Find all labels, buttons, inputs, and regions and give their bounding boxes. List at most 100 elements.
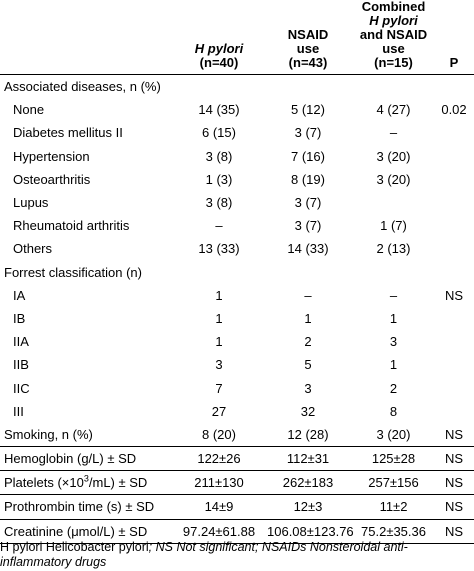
- table-row: IIB 3 5 1: [0, 353, 474, 376]
- cell-p-value: NS: [444, 287, 464, 303]
- cell-value: 27: [211, 403, 227, 419]
- cell-value: 7 (16): [291, 148, 325, 164]
- row-label: Associated diseases, n (%): [4, 79, 161, 95]
- table-row: IIA 1 2 3: [0, 330, 474, 353]
- cell-value: 5: [304, 357, 312, 373]
- cell-value: [353, 261, 434, 284]
- cell-value: 6 (15): [202, 125, 236, 141]
- cell-value: [263, 261, 353, 284]
- cell-value: 14 (33): [287, 241, 329, 257]
- cell-value: 1: [389, 357, 398, 373]
- cell-value: 14 (35): [198, 102, 240, 118]
- cell-value: 8 (20): [175, 422, 263, 447]
- cell-value: 75.2±35.36: [353, 519, 434, 544]
- cell-value: –: [389, 287, 398, 303]
- table-row: None 14 (35) 5 (12) 4 (27) 0.02: [0, 98, 474, 121]
- cell-value: 1: [304, 310, 312, 326]
- results-table-container: H pylori (n=40) NSAID use (n=43) Combine…: [0, 0, 474, 544]
- row-label: Others: [13, 241, 53, 257]
- cell-value: –: [304, 287, 312, 303]
- row-label: IIB: [13, 357, 29, 373]
- row-label: Rheumatoid arthritis: [13, 218, 130, 234]
- cell-p-value: NS: [434, 519, 474, 544]
- row-label: IA: [13, 287, 26, 303]
- cell-value: 3: [389, 334, 398, 350]
- cell-value: 97.24±61.88: [175, 519, 263, 544]
- cell-value: 4 (27): [376, 102, 411, 118]
- row-label: Forrest classification (n): [4, 264, 142, 280]
- cell-value: 3 (7): [294, 218, 322, 234]
- row-label-part: /mL) ± SD: [88, 475, 148, 491]
- cell-value: 1 (3): [205, 171, 233, 187]
- cell-value: [175, 75, 263, 99]
- cell-value: 257±156: [353, 470, 434, 496]
- row-label: Hypertension: [13, 148, 90, 164]
- table-row: Others 13 (33) 14 (33) 2 (13): [0, 237, 474, 260]
- cell-value: 3 (8): [205, 195, 233, 211]
- table-footnote: H pylori Helicobacter pylori; NS Not sig…: [0, 540, 470, 570]
- header-nsaid: NSAID use (n=43): [263, 0, 353, 75]
- table-header: H pylori (n=40) NSAID use (n=43) Combine…: [0, 0, 474, 75]
- cell-value: –: [389, 125, 398, 141]
- cell-p-value: [434, 307, 474, 330]
- row-label: Hemoglobin (g/L) ± SD: [0, 446, 175, 472]
- row-label-superscript: 3: [83, 473, 89, 484]
- cell-p-value: 0.02: [441, 102, 467, 118]
- cell-value: 1 (7): [380, 218, 407, 234]
- cell-value: 125±28: [353, 446, 434, 472]
- cell-value: 3: [215, 357, 223, 373]
- table-row: Forrest classification (n): [0, 261, 474, 284]
- cell-p-value: [434, 353, 474, 376]
- cell-p-value: NS: [434, 446, 474, 472]
- table-row: Creatinine (μmol/L) ± SD 97.24±61.88 106.0…: [0, 519, 474, 544]
- results-table: H pylori (n=40) NSAID use (n=43) Combine…: [0, 0, 474, 544]
- header-h-pylori-title: H pylori: [194, 41, 244, 56]
- cell-value: 2: [389, 380, 398, 396]
- table-row: Diabetes mellitus II 6 (15) 3 (7) –: [0, 121, 474, 144]
- table-row: IB 1 1 1: [0, 307, 474, 330]
- cell-value: 3 (8): [205, 148, 233, 164]
- table-row: Associated diseases, n (%): [0, 75, 474, 99]
- cell-value: 3 (20): [376, 171, 411, 187]
- cell-p-value: [434, 214, 474, 237]
- cell-value: 12 (28): [263, 422, 353, 447]
- header-row: H pylori (n=40) NSAID use (n=43) Combine…: [0, 0, 474, 75]
- table-row: Osteoarthritis 1 (3) 8 (19) 3 (20): [0, 168, 474, 191]
- cell-value: 1: [215, 334, 223, 350]
- cell-value: 8: [389, 403, 398, 419]
- cell-value: 3 (20): [376, 148, 411, 164]
- header-combined-line1: Combined: [361, 0, 426, 14]
- header-combined-n: (n=15): [374, 55, 413, 70]
- cell-value: 1: [389, 310, 398, 326]
- cell-p-value: [434, 237, 474, 260]
- cell-value: 3: [304, 380, 312, 396]
- cell-value: 32: [300, 403, 316, 419]
- cell-value: 11±2: [353, 494, 434, 520]
- header-nsaid-n: (n=43): [288, 55, 328, 70]
- cell-p-value: [434, 145, 474, 168]
- header-combined-line3: and NSAID use: [359, 27, 428, 56]
- table-row: Prothrombin time (s) ± SD 14±9 12±3 11±2 NS: [0, 494, 474, 520]
- cell-p-value: [434, 376, 474, 399]
- row-label: IB: [13, 310, 26, 326]
- row-label: Platelets (×103/mL) ± SD: [0, 470, 175, 496]
- header-h-pylori: H pylori (n=40): [175, 0, 263, 75]
- cell-p-value: NS: [434, 470, 474, 496]
- table-row: Hemoglobin (g/L) ± SD 122±26 112±31 125±28 N…: [0, 446, 474, 472]
- header-nsaid-line1: NSAID: [287, 27, 329, 42]
- cell-value: [353, 191, 434, 214]
- table-row: III 27 32 8: [0, 400, 474, 423]
- cell-value: 211±130: [175, 470, 263, 496]
- row-label: Osteoarthritis: [13, 171, 91, 187]
- table-row: IIC 7 3 2: [0, 376, 474, 399]
- cell-p-value: [434, 400, 474, 423]
- cell-value: 1: [215, 310, 223, 326]
- cell-value: 106.08±123.76: [263, 519, 354, 544]
- header-label-col: [0, 0, 175, 75]
- cell-p-value: [434, 330, 474, 353]
- table-body: Associated diseases, n (%) None 14 (35) 5 (…: [0, 75, 474, 544]
- cell-value: 14±9: [175, 494, 263, 520]
- row-label: Prothrombin time (s) ± SD: [0, 494, 175, 520]
- header-p-value: P: [434, 0, 474, 75]
- row-label: IIA: [13, 334, 29, 350]
